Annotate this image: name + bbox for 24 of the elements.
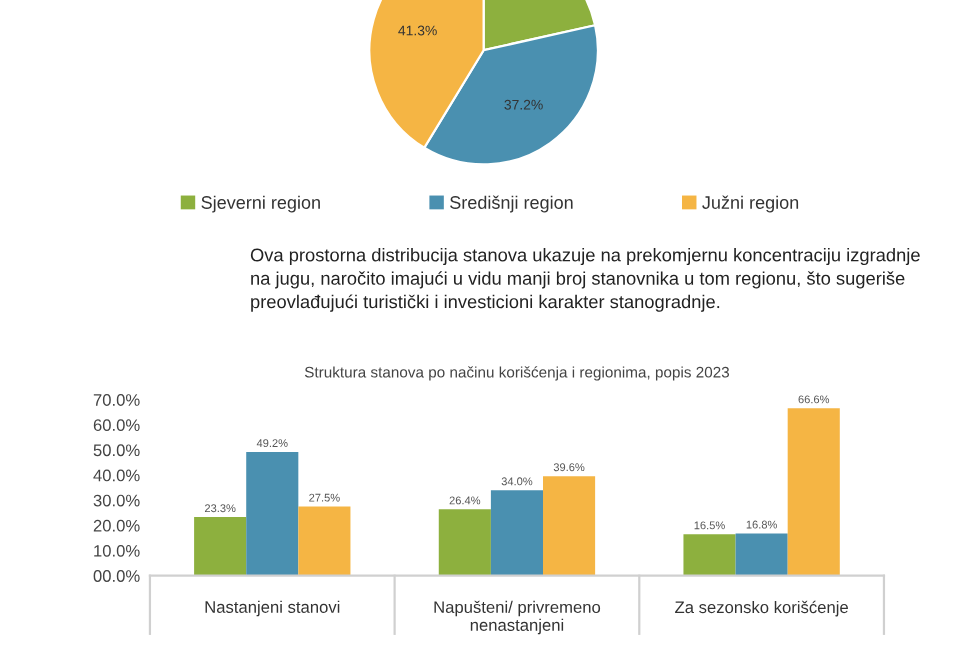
text: Ova prostorna distribucija stanova ukazuje na prekomjernu koncentraciju izgradnje na jugu, naročito imajući u vidu manji broj stanovnika u tom regionu, što sugeriše preovlađujući turistički i investicioni karakter stanogradnje. [250,248,920,312]
legend-label: Južni region [702,195,799,213]
y-tick-label: 00.0% [93,570,140,582]
bar [787,408,840,576]
bar [543,476,596,576]
legend-label: Sjeverni region [201,195,320,213]
x-tick-label: Za sezonsko korišćenje [675,600,848,617]
y-tick-label: 30.0% [93,494,140,507]
y-tick-label: 20.0% [93,519,140,532]
y-tick-label: 10.0% [94,544,140,557]
bar [194,517,247,576]
bar [246,451,299,576]
bar [438,509,491,576]
x-tick-label: Nastanjeni stanovi [205,600,340,617]
legend-label: Središnji region [450,195,573,213]
bar [683,534,736,576]
y-tick-label: 40.0% [93,469,140,482]
bar [298,506,351,576]
bar [735,533,788,576]
x-tick-label: Napušteni/ privremeno nenastanjeni [434,600,601,635]
bar [490,490,544,576]
y-tick-label: 60.0% [93,419,140,432]
y-tick-label: 50.0% [93,444,140,457]
y-tick-label: 70.0% [93,394,140,406]
